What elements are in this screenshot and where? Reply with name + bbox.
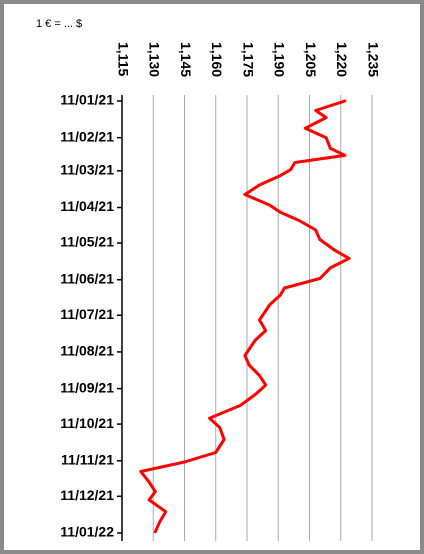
y-tick-label: 11/06/21 <box>60 270 114 286</box>
y-tick-label: 11/04/21 <box>60 198 114 214</box>
x-tick-label: 1,205 <box>303 42 319 77</box>
y-tick-label: 11/01/22 <box>60 524 114 540</box>
y-tick-label: 11/10/21 <box>60 415 114 431</box>
y-tick-label: 11/01/21 <box>60 92 114 108</box>
y-tick-label: 11/08/21 <box>60 343 114 359</box>
y-tick-label: 11/07/21 <box>60 306 114 322</box>
x-tick-label: 1,160 <box>209 42 225 77</box>
y-tick-label: 11/09/21 <box>60 379 114 395</box>
y-tick-label: 11/02/21 <box>60 128 114 144</box>
y-tick-label: 11/05/21 <box>60 234 114 250</box>
y-tick-label: 11/12/21 <box>60 487 114 503</box>
x-tick-label: 1,145 <box>178 42 194 77</box>
x-tick-label: 1,190 <box>272 42 288 77</box>
x-tick-label: 1,175 <box>240 42 256 77</box>
x-tick-label: 1,115 <box>115 42 131 76</box>
x-tick-label: 1,130 <box>147 42 163 77</box>
y-tick-label: 11/03/21 <box>60 162 114 178</box>
unit-label: 1 € = ... $ <box>36 18 82 30</box>
x-tick-label: 1,220 <box>334 42 350 77</box>
rate-line <box>139 99 351 534</box>
y-tick-label: 11/11/21 <box>61 452 114 468</box>
x-tick-label: 1,235 <box>365 42 381 77</box>
